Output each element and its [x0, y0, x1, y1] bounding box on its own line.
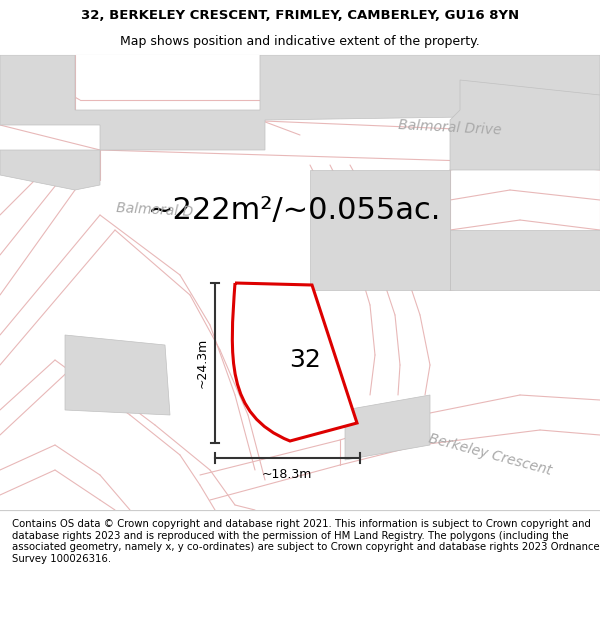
Polygon shape [0, 55, 600, 150]
PathPatch shape [232, 283, 357, 441]
Polygon shape [345, 395, 430, 460]
Polygon shape [0, 150, 100, 190]
Text: ~18.3m: ~18.3m [262, 468, 312, 481]
Text: ~222m²/~0.055ac.: ~222m²/~0.055ac. [148, 196, 442, 224]
Text: Contains OS data © Crown copyright and database right 2021. This information is : Contains OS data © Crown copyright and d… [12, 519, 599, 564]
Text: 32: 32 [289, 348, 321, 372]
Polygon shape [450, 80, 600, 170]
Text: 32, BERKELEY CRESCENT, FRIMLEY, CAMBERLEY, GU16 8YN: 32, BERKELEY CRESCENT, FRIMLEY, CAMBERLE… [81, 9, 519, 22]
Text: Berkeley Crescent: Berkeley Crescent [427, 432, 553, 478]
Text: Balmoral D: Balmoral D [116, 201, 194, 219]
Polygon shape [65, 335, 170, 415]
Text: ~24.3m: ~24.3m [196, 338, 209, 388]
Text: Map shows position and indicative extent of the property.: Map shows position and indicative extent… [120, 35, 480, 48]
Polygon shape [310, 170, 450, 290]
Text: Balmoral Drive: Balmoral Drive [398, 118, 502, 138]
Polygon shape [450, 230, 600, 290]
